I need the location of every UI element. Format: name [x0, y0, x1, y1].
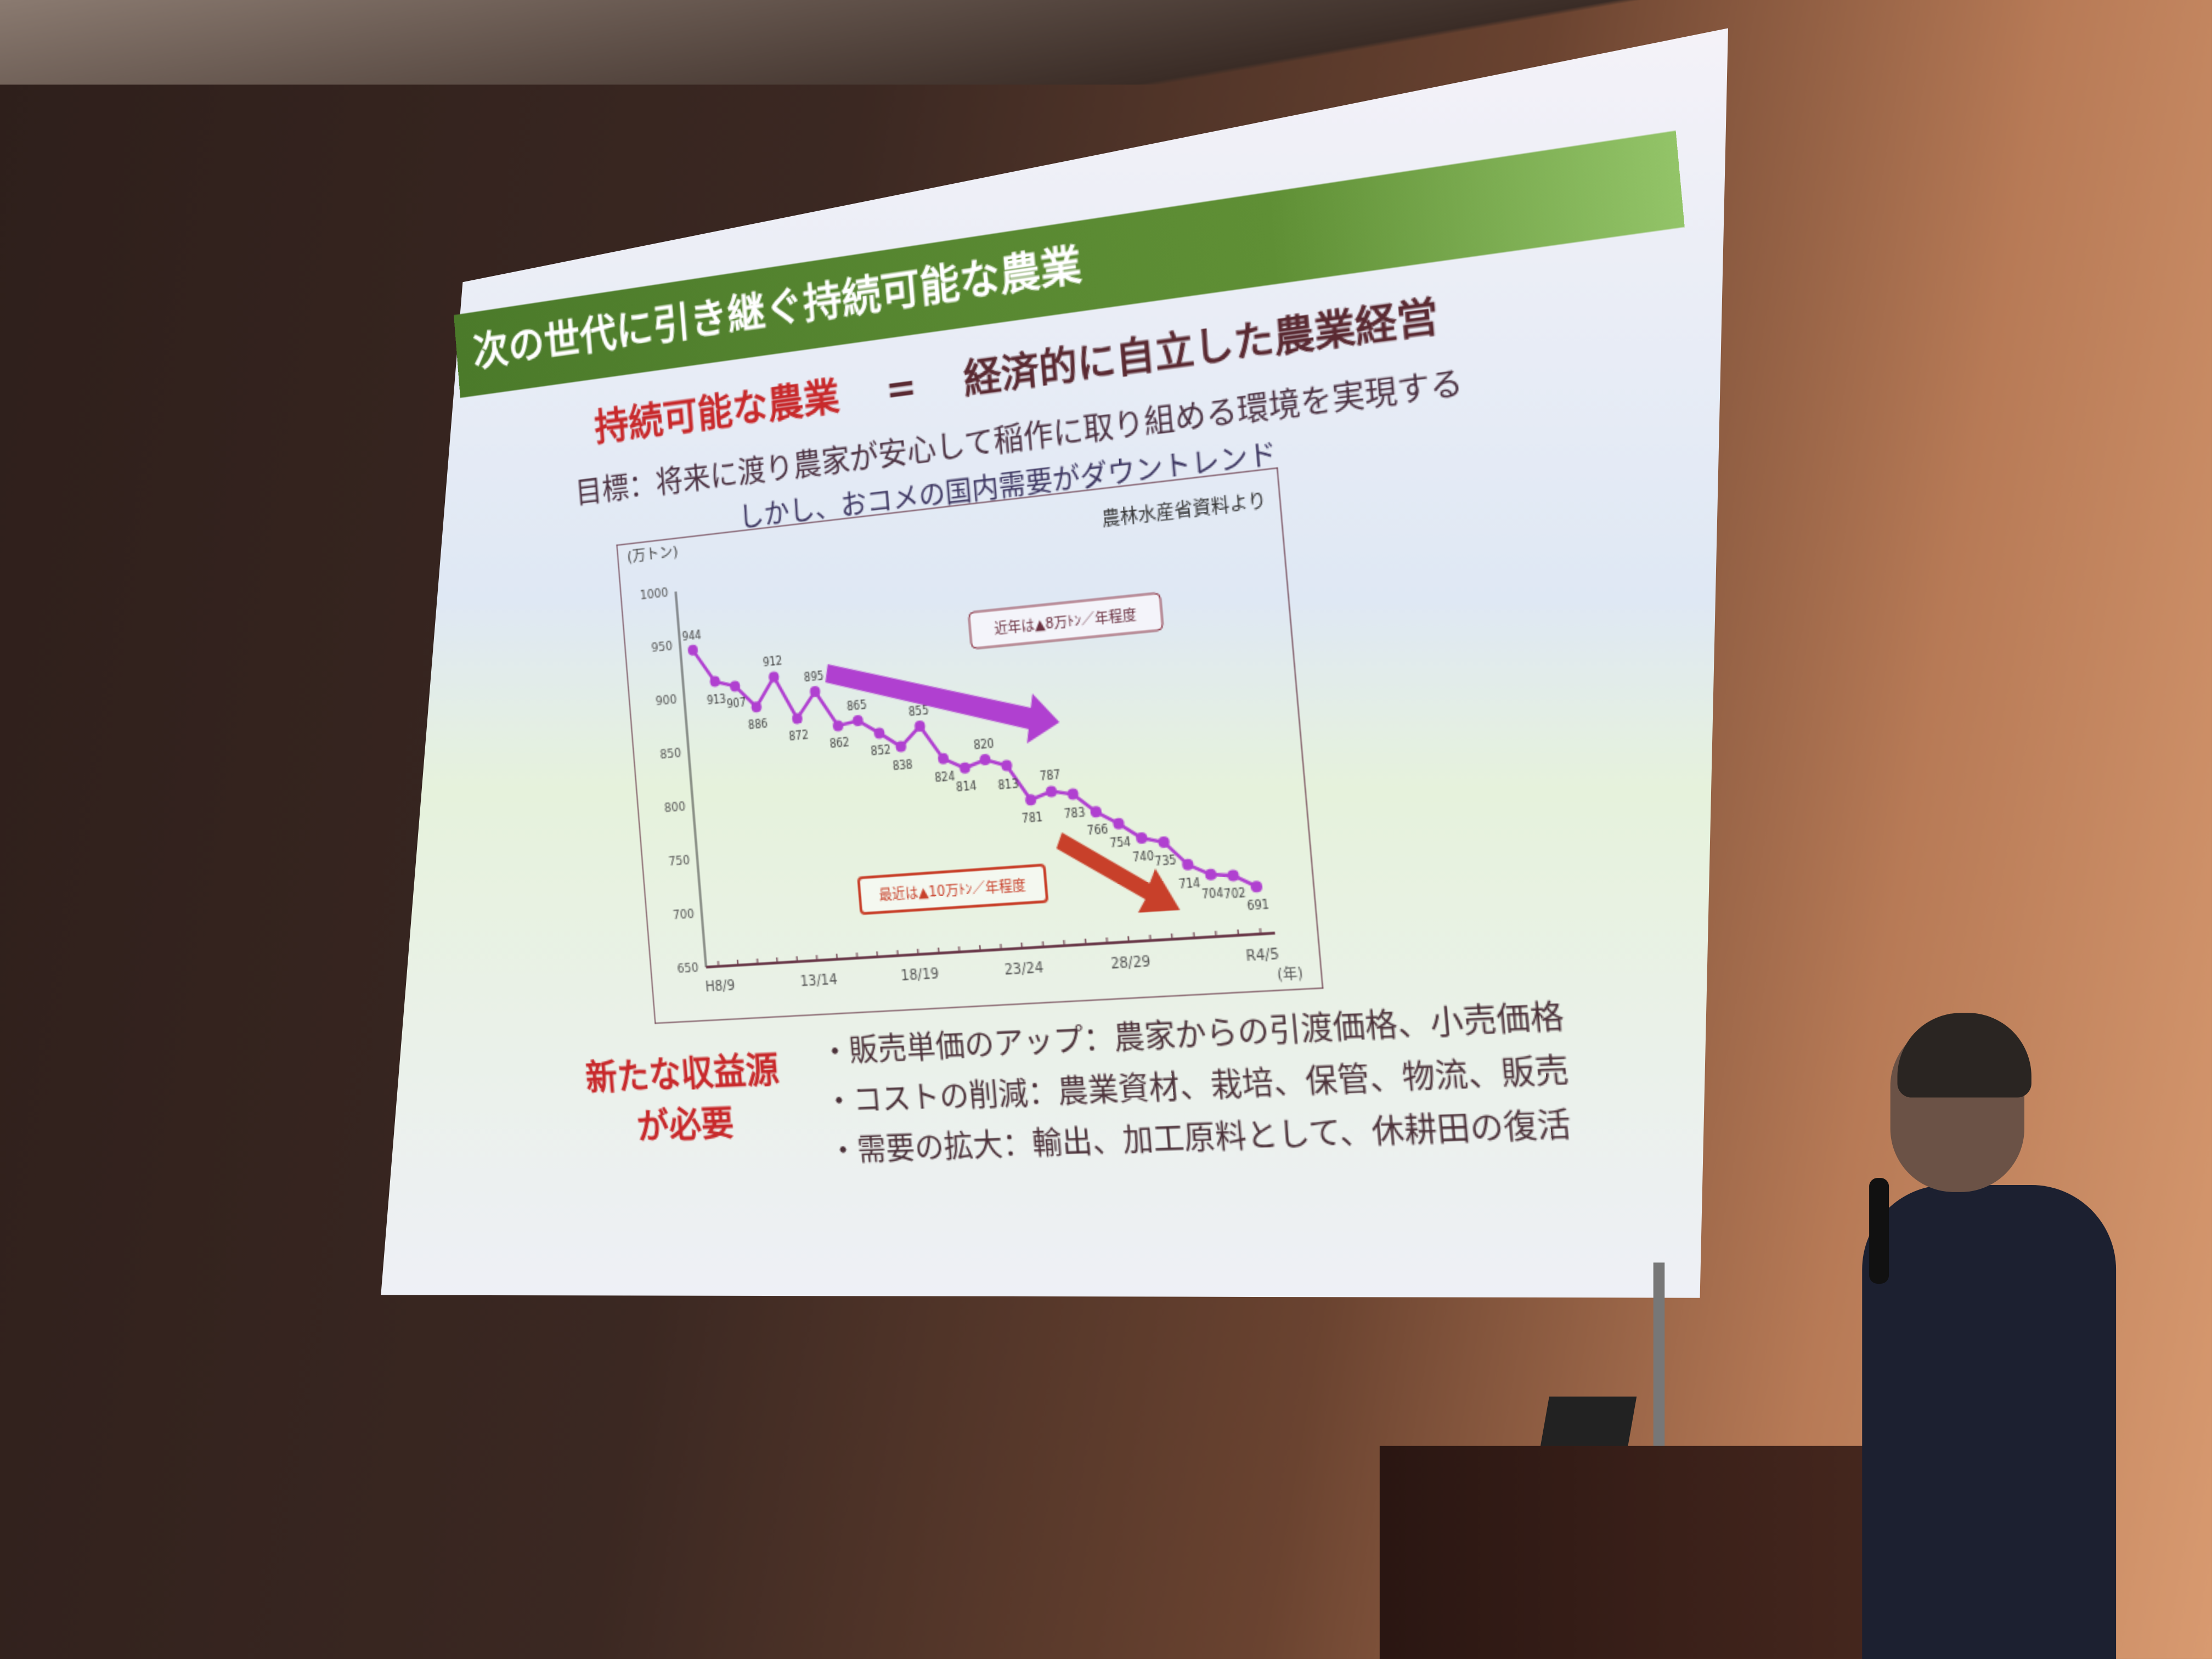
- data-label: 912: [763, 655, 783, 670]
- data-label: 735: [1154, 854, 1177, 868]
- data-label: 907: [726, 697, 747, 711]
- data-point: [979, 753, 991, 766]
- y-tick-label: 950: [651, 639, 674, 655]
- data-label: 886: [748, 718, 768, 732]
- x-axis-label: (年): [1277, 964, 1304, 983]
- data-label: 783: [1064, 805, 1086, 820]
- y-tick-label: 650: [677, 961, 699, 976]
- data-point: [1045, 785, 1058, 798]
- data-label: 895: [804, 670, 825, 685]
- data-label: 702: [1223, 887, 1246, 902]
- need-line-1: 新たな収益源: [584, 1050, 781, 1100]
- x-tick: [1260, 928, 1261, 934]
- data-label: 787: [1039, 769, 1061, 784]
- speaker-body: [1862, 1184, 2117, 1659]
- x-tick: [757, 958, 758, 964]
- y-tick-label: 900: [655, 693, 678, 709]
- data-label: 781: [1022, 811, 1043, 826]
- y-tick-label: 1000: [640, 586, 669, 603]
- chart-frame: [616, 467, 1323, 1024]
- data-point: [959, 762, 971, 774]
- callout-latest: [859, 865, 1047, 914]
- bullet-list: ・販売単価のアップ：農家からの引渡価格、小売価格 ・コストの削減：農業資材、栽培…: [819, 991, 1576, 1177]
- x-tick: [718, 961, 719, 967]
- data-label: 820: [973, 737, 995, 752]
- rice-demand-chart: (万トン) 農林水産省資料より 650 700 750 800 850 900 950 100…: [616, 467, 1323, 1024]
- trend-arrow-red: [1055, 824, 1180, 918]
- data-label: 913: [707, 692, 727, 707]
- data-label: 714: [1178, 876, 1201, 891]
- x-tick: [737, 960, 738, 966]
- data-label: 754: [1109, 835, 1132, 850]
- equation-left: 持続可能な農業: [592, 374, 842, 451]
- data-point: [1227, 869, 1240, 882]
- callout-recent-years: [969, 593, 1163, 649]
- data-label: 944: [682, 629, 702, 644]
- data-point: [1025, 793, 1037, 806]
- need-line-2: が必要: [635, 1104, 736, 1148]
- data-label: 704: [1201, 886, 1224, 901]
- ceiling: [0, 0, 2212, 85]
- data-label: 740: [1132, 850, 1155, 865]
- x-tick-label: H8/9: [705, 977, 736, 995]
- x-axis: [706, 933, 1275, 967]
- data-point: [1066, 788, 1079, 800]
- source-label: 農林水産省資料より: [1101, 490, 1267, 529]
- handheld-microphone: [1869, 1178, 1889, 1284]
- data-label: 766: [1087, 823, 1109, 838]
- data-label: 813: [997, 777, 1019, 792]
- y-tick-label: 750: [668, 854, 691, 869]
- x-tick: [877, 951, 878, 957]
- y-tick-label: 850: [659, 747, 682, 762]
- x-tick-label: 23/24: [1003, 959, 1044, 978]
- x-tick-label: 13/14: [800, 971, 838, 989]
- microphone-stand: [1653, 1262, 1665, 1446]
- trend-arrow-purple: [823, 642, 1061, 760]
- y-tick-label: 800: [664, 800, 686, 815]
- data-label: 691: [1246, 899, 1269, 913]
- x-tick: [1128, 936, 1129, 941]
- data-label: 814: [956, 779, 977, 794]
- x-tick: [938, 947, 939, 953]
- laptop: [1540, 1396, 1637, 1448]
- data-point: [1204, 868, 1217, 881]
- data-point: [1001, 759, 1013, 772]
- equation-sign: =: [884, 363, 919, 413]
- data-point: [1250, 880, 1263, 893]
- x-tick-label: 28/29: [1110, 953, 1152, 972]
- data-label: 855: [908, 704, 929, 719]
- data-label: 862: [829, 737, 850, 752]
- new-revenue-heading: 新たな収益源 が必要: [584, 1045, 785, 1155]
- slide: 次の世代に引き継ぐ持続可能な農業 持続可能な農業 = 経済的に自立した農業経営 …: [450, 70, 1777, 1255]
- x-tick: [1085, 939, 1086, 944]
- data-label: 865: [847, 698, 867, 713]
- data-label: 872: [788, 729, 809, 744]
- data-label: 838: [892, 758, 913, 772]
- data-label: 824: [934, 770, 956, 785]
- data-point: [1090, 805, 1102, 818]
- data-label: 852: [871, 744, 891, 759]
- x-tick: [959, 946, 960, 952]
- x-tick-label: 18/19: [900, 965, 940, 984]
- y-tick-label: 700: [673, 907, 695, 923]
- y-axis-label: (万トン): [627, 543, 679, 566]
- x-tick-label: R4/5: [1245, 945, 1280, 964]
